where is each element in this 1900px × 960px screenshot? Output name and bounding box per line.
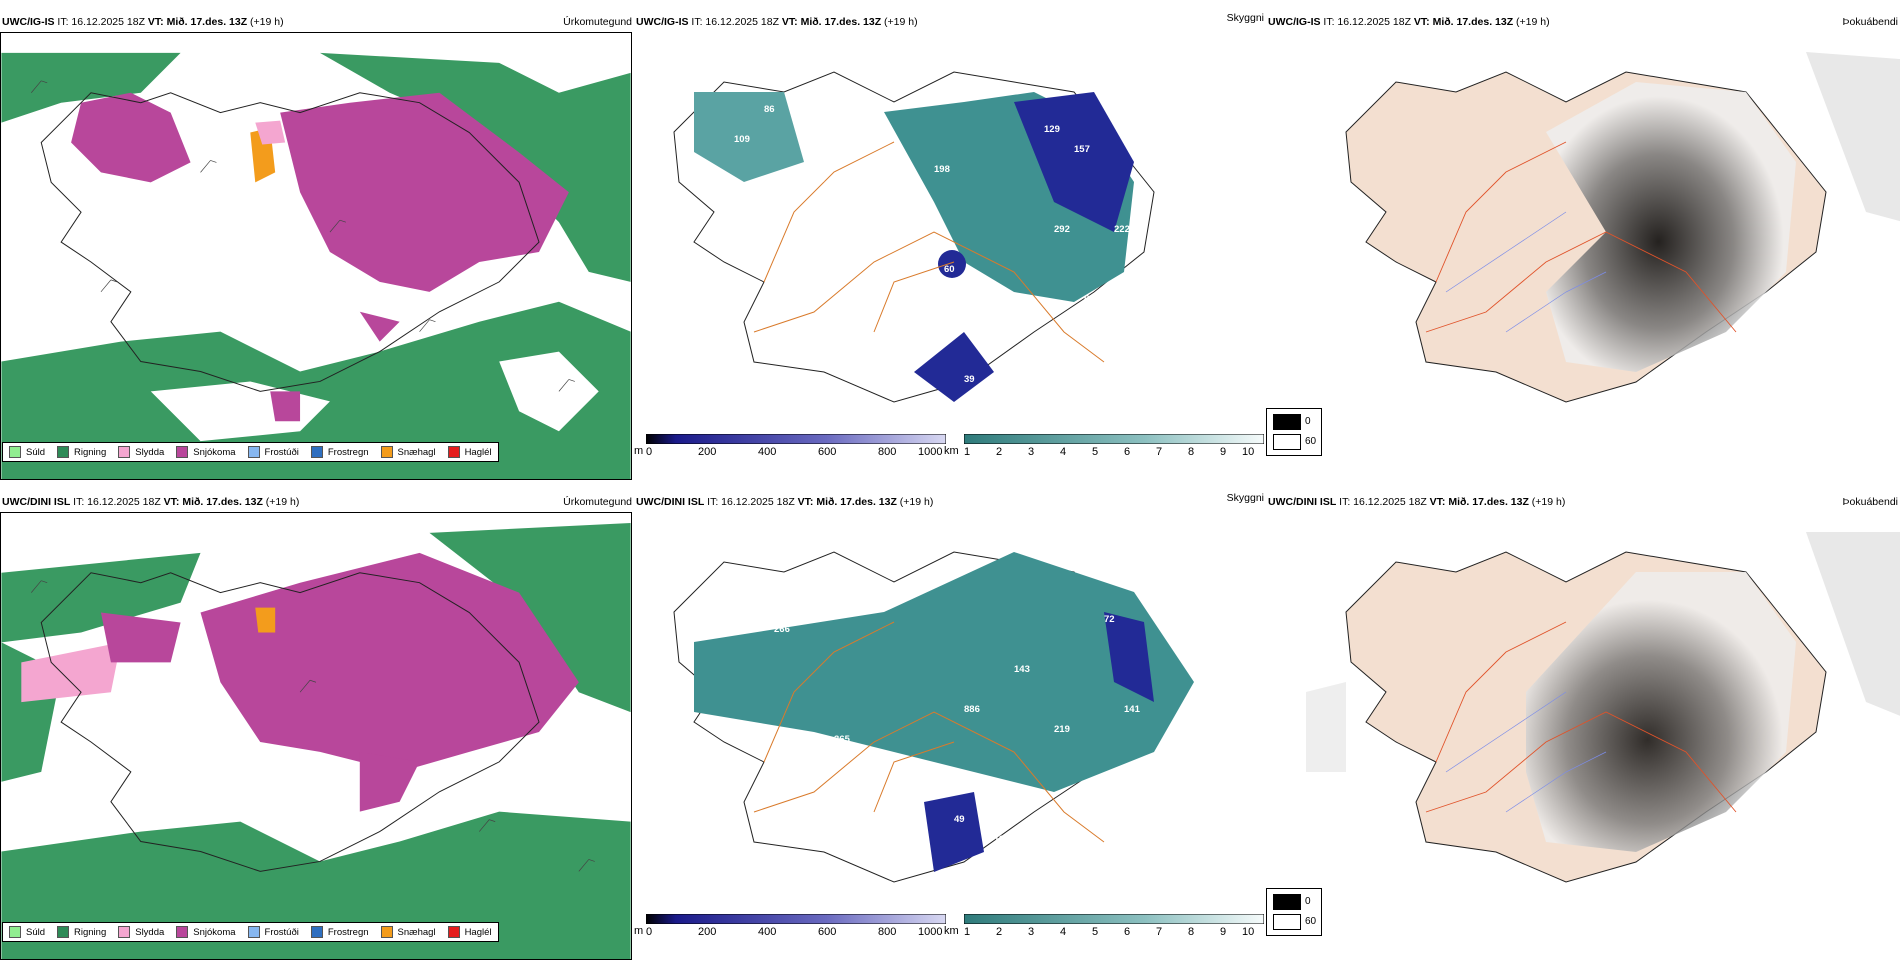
panel-field-name: Úrkomutegund (563, 16, 632, 28)
svg-text:60: 60 (944, 264, 955, 275)
legend-item-slydda: Slydda (118, 446, 164, 458)
precip-type-legend: Súld Rigning Slydda Snjókoma Frostúði Fr… (2, 442, 499, 462)
panel-field-name: Skyggni (1226, 492, 1264, 504)
legend-item-rigning: Rigning (57, 446, 106, 458)
svg-text:157: 157 (1074, 144, 1090, 155)
panel-field-name: Þokuábendi (1842, 16, 1898, 28)
panel-field-name: Skyggni (1226, 12, 1264, 24)
legend-item-snaehagl: Snæhagl (380, 926, 436, 938)
panel-title: UWC/IG-IS IT: 16.12.2025 18Z VT: Mið. 17… (1268, 16, 1550, 28)
legend-item-haglel: Haglél (447, 446, 492, 458)
svg-text:215: 215 (809, 174, 826, 185)
legend-item-frostudi: Frostúði (247, 446, 299, 458)
precip-type-panel-row1: UWC/IG-IS IT: 16.12.2025 18Z VT: Mið. 17… (0, 16, 634, 480)
legend-item-snjokoma: Snjókoma (176, 926, 236, 938)
svg-text:886: 886 (964, 704, 980, 715)
fog-index-legend: 0 60 (1266, 888, 1322, 936)
fog-index-map (1345, 52, 1900, 403)
fog-index-panel-row2: 0 60 UWC/DINI ISL IT: 16.12.2025 18Z VT:… (1266, 496, 1900, 944)
panel-title: UWC/DINI ISL IT: 16.12.2025 18Z VT: Mið.… (1268, 496, 1566, 508)
legend-item-snjokoma: Snjókoma (176, 446, 236, 458)
visibility-colorbar-km: km 1 2 3 4 5 6 7 8 9 10 (944, 434, 1264, 468)
legend-item-snaehagl: Snæhagl (380, 446, 436, 458)
svg-text:129: 129 (1044, 124, 1060, 135)
svg-text:53: 53 (1084, 294, 1095, 305)
legend-item-sulds: Súld (9, 446, 45, 458)
precip-type-map (0, 32, 632, 480)
visibility-panel-row2: UWC/DINI ISL IT: 16.12.2025 18Z VT: Mið.… (634, 492, 1266, 944)
panel-field-name: Þokuábendi (1842, 496, 1898, 508)
fog-index-legend: 0 60 (1266, 408, 1322, 456)
panel-title: UWC/IG-IS IT: 16.12.2025 18Z VT: Mið. 17… (2, 16, 284, 28)
visibility-colorbar-km: km 1 2 3 4 5 6 7 8 9 10 (944, 914, 1264, 948)
panel-title: UWC/DINI ISL IT: 16.12.2025 18Z VT: Mið.… (2, 496, 300, 508)
visibility-colorbar-m: m 0 200 400 600 800 1000 (634, 914, 946, 948)
fog-index-panel-row1: 0 60 UWC/IG-IS IT: 16.12.2025 18Z VT: Mi… (1266, 16, 1900, 464)
svg-text:49: 49 (954, 814, 965, 825)
panel-title: UWC/DINI ISL IT: 16.12.2025 18Z VT: Mið.… (636, 496, 934, 508)
svg-text:219: 219 (1054, 724, 1070, 735)
visibility-colorbar-m: m 0 200 400 600 800 1000 (634, 434, 946, 468)
legend-item-frostudi: Frostúði (247, 926, 299, 938)
legend-item-haglel: Haglél (447, 926, 492, 938)
svg-text:222: 222 (1114, 224, 1130, 235)
visibility-map: 113 266 365 886 143 72 49 113 219 141 (673, 551, 1194, 883)
legend-item-frostregn: Frostregn (310, 926, 369, 938)
svg-text:143: 143 (1014, 664, 1030, 675)
svg-text:109: 109 (734, 134, 750, 145)
legend-item-frostregn: Frostregn (310, 446, 369, 458)
precip-type-panel-row2: UWC/DINI ISL IT: 16.12.2025 18Z VT: Mið.… (0, 496, 634, 960)
svg-text:113: 113 (994, 834, 1009, 845)
precip-type-map (0, 512, 632, 960)
fog-index-map (1306, 532, 1900, 883)
svg-text:365: 365 (834, 734, 851, 745)
svg-text:266: 266 (774, 624, 790, 635)
svg-text:141: 141 (1124, 704, 1141, 715)
visibility-map: 109 86 215 60 129 157 292 39 32 53 222 198 (673, 71, 1155, 405)
legend-item-rigning: Rigning (57, 926, 106, 938)
svg-text:39: 39 (964, 374, 975, 385)
svg-text:198: 198 (934, 164, 950, 175)
panel-field-name: Úrkomutegund (563, 496, 632, 508)
visibility-panel-row1: UWC/IG-IS IT: 16.12.2025 18Z VT: Mið. 17… (634, 12, 1266, 464)
legend-item-sulds: Súld (9, 926, 45, 938)
svg-text:292: 292 (1054, 224, 1070, 235)
precip-type-legend: Súld Rigning Slydda Snjókoma Frostúði Fr… (2, 922, 499, 942)
svg-text:32: 32 (964, 394, 975, 405)
legend-item-slydda: Slydda (118, 926, 164, 938)
svg-text:86: 86 (764, 104, 775, 115)
panel-title: UWC/IG-IS IT: 16.12.2025 18Z VT: Mið. 17… (636, 16, 918, 28)
svg-text:72: 72 (1104, 614, 1115, 625)
svg-text:113: 113 (734, 604, 749, 615)
